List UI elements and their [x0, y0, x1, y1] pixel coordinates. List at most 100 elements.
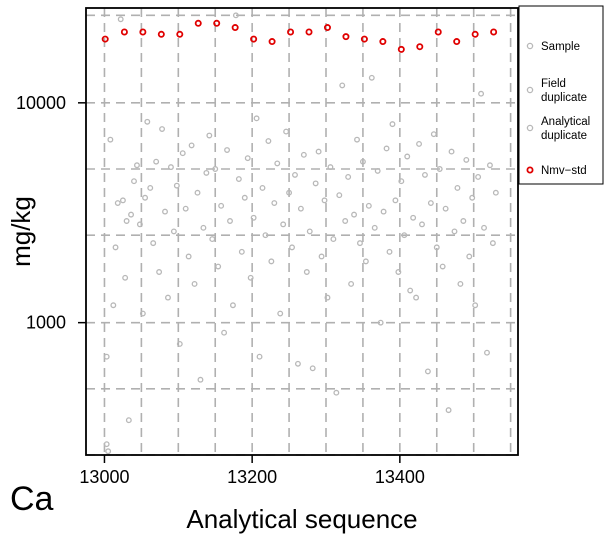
point-sample	[445, 407, 452, 414]
legend-label: duplicate	[541, 130, 587, 142]
point-sample	[147, 184, 154, 191]
point-sample	[484, 349, 490, 356]
point-sample	[410, 214, 417, 221]
legend-label: Nmv−std	[541, 165, 587, 177]
point-nmv-std	[250, 35, 258, 43]
point-sample	[283, 128, 290, 135]
legend-item: Nmv−std	[526, 165, 587, 177]
point-sample	[395, 269, 402, 275]
point-sample	[144, 118, 151, 125]
point-nmv-std	[434, 28, 442, 36]
point-sample	[103, 441, 110, 448]
point-sample	[401, 232, 408, 239]
point-sample	[230, 302, 236, 309]
point-sample	[271, 200, 278, 207]
point-nmv-std	[287, 28, 295, 36]
point-sample	[203, 169, 210, 176]
point-nmv-std	[157, 30, 165, 38]
point-sample	[218, 202, 225, 209]
point-nmv-std	[360, 35, 368, 43]
point-sample	[134, 162, 140, 169]
point-sample	[253, 115, 260, 122]
point-sample	[303, 269, 310, 275]
x-tick-label: 13400	[375, 467, 425, 487]
point-sample	[466, 253, 473, 260]
point-nmv-std	[453, 38, 461, 46]
point-nmv-std	[268, 38, 276, 46]
point-sample	[265, 138, 272, 145]
legend-marker	[526, 166, 534, 174]
legend-item: Analytical duplicate	[526, 116, 590, 142]
point-sample	[422, 171, 428, 178]
point-sample	[103, 353, 110, 360]
x-tick-label: 13200	[227, 467, 277, 487]
point-sample	[277, 310, 284, 317]
y-axis-title: mg/kg	[6, 196, 36, 267]
point-sample	[330, 236, 337, 243]
point-sample	[486, 162, 493, 169]
point-sample	[377, 319, 384, 326]
point-sample	[392, 197, 399, 204]
point-sample	[274, 160, 281, 167]
legend-marker	[526, 42, 534, 50]
point-sample	[256, 353, 263, 360]
point-sample	[114, 200, 121, 207]
point-sample	[430, 131, 437, 138]
point-nmv-std	[323, 24, 331, 32]
point-sample	[179, 150, 186, 157]
point-sample	[315, 148, 322, 155]
point-sample	[416, 141, 422, 147]
point-nmv-std	[101, 35, 109, 43]
point-sample	[339, 82, 346, 89]
point-sample	[383, 145, 390, 152]
point-sample	[197, 376, 204, 383]
y-tick-label: 1000	[26, 313, 66, 333]
point-sample	[324, 294, 331, 301]
point-sample	[182, 205, 189, 212]
point-sample	[221, 329, 228, 336]
point-sample	[235, 176, 242, 183]
point-sample	[289, 244, 295, 251]
point-sample	[386, 248, 393, 255]
point-sample	[472, 302, 479, 309]
point-sample	[247, 274, 254, 281]
legend: Sample Field duplicate Analytical duplicate…	[518, 5, 604, 185]
point-nmv-std	[231, 24, 239, 32]
point-sample	[463, 156, 470, 163]
point-sample	[407, 287, 414, 294]
point-sample	[142, 194, 149, 201]
point-sample	[128, 211, 134, 218]
point-sample	[336, 192, 343, 199]
point-sample	[150, 240, 157, 247]
point-sample	[206, 132, 213, 139]
point-sample	[294, 360, 301, 367]
point-sample	[368, 74, 375, 81]
point-sample	[327, 164, 334, 171]
point-sample	[156, 269, 163, 275]
point-sample	[162, 208, 168, 215]
point-sample	[185, 253, 192, 260]
point-sample	[439, 263, 446, 270]
point-nmv-std	[213, 19, 221, 27]
legend-label: Field	[541, 78, 566, 90]
point-nmv-std	[194, 19, 202, 27]
point-sample	[280, 221, 287, 228]
point-sample	[297, 205, 304, 212]
point-sample	[309, 365, 316, 372]
point-nmv-std	[416, 43, 424, 51]
point-sample	[354, 136, 360, 143]
point-sample	[318, 253, 325, 260]
point-sample	[238, 248, 245, 255]
point-sample	[427, 200, 434, 207]
point-sample	[191, 280, 198, 287]
point-sample	[153, 158, 160, 165]
point-sample	[292, 171, 298, 178]
x-tick-label: 13000	[79, 467, 129, 487]
point-nmv-std	[471, 30, 479, 38]
point-sample	[380, 208, 387, 215]
point-sample	[159, 126, 166, 132]
point-sample	[122, 274, 129, 281]
point-nmv-std	[379, 38, 387, 46]
point-sample	[398, 178, 405, 185]
point-sample	[424, 368, 431, 375]
